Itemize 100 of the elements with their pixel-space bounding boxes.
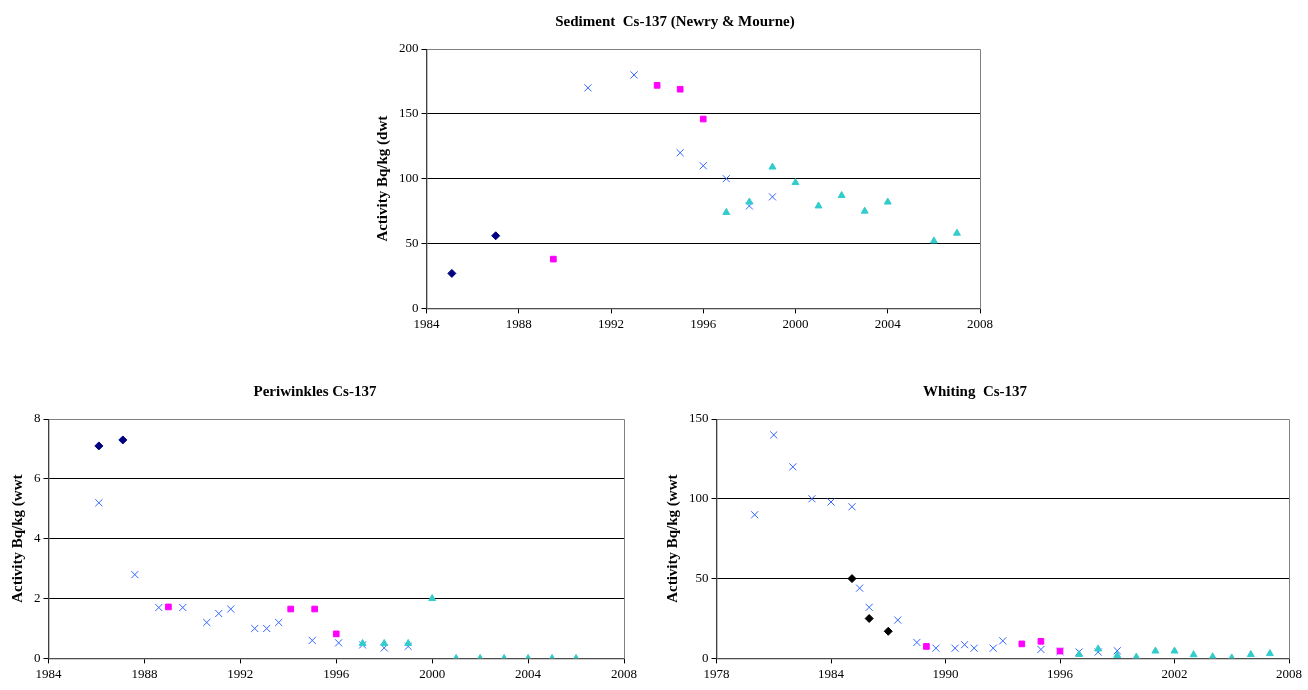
point: [750, 510, 759, 519]
point: [855, 584, 864, 593]
x-tick-label: 2002: [1161, 665, 1188, 681]
y-tick-label: 8: [34, 410, 41, 426]
point: [1094, 644, 1103, 652]
y-tick-label: 50: [695, 570, 709, 586]
y-axis-title: Activity Bq/kg (dwt: [373, 115, 391, 242]
point: [1113, 646, 1122, 655]
y-tick-label: 6: [34, 470, 41, 486]
point: [807, 494, 816, 503]
y-tick-label: 0: [702, 649, 709, 665]
point: [1151, 646, 1160, 654]
point: [837, 191, 846, 199]
point: [653, 81, 661, 89]
x-tick-label: 1984: [413, 315, 440, 331]
y-tick-label: 100: [399, 170, 419, 186]
point: [550, 255, 557, 263]
x-tick-label: 1978: [703, 665, 730, 681]
point: [404, 638, 413, 646]
point: [768, 162, 777, 170]
point: [380, 643, 389, 652]
x-tick-label: 1988: [505, 315, 532, 331]
point: [94, 498, 103, 507]
point: [1170, 646, 1179, 654]
point: [630, 70, 639, 79]
point: [931, 644, 940, 653]
point: [929, 236, 938, 244]
point: [722, 207, 731, 215]
point: [989, 644, 998, 653]
point: [791, 178, 800, 186]
point: [447, 268, 457, 278]
point: [952, 228, 961, 236]
point: [722, 174, 731, 183]
point: [847, 502, 857, 511]
point: [998, 636, 1007, 645]
point: [970, 644, 979, 653]
y-axis-title: Activity Bq/kg (wwt: [8, 474, 26, 603]
point: [226, 604, 235, 614]
x-tick-label: 1996: [690, 315, 717, 331]
point: [788, 462, 797, 471]
x-tick-label: 1984: [818, 665, 845, 681]
y-tick-label: 2: [34, 589, 41, 605]
point: [893, 616, 902, 625]
y-tick-label: 200: [399, 40, 419, 56]
chart-title: Whiting Cs-137: [922, 382, 1028, 399]
x-tick-label: 1988: [131, 665, 158, 681]
x-tick-label: 2008: [1276, 665, 1302, 681]
point: [404, 642, 413, 651]
point: [1189, 650, 1198, 658]
x-tick-label: 2008: [611, 665, 637, 681]
x-tick-label: 2000: [419, 665, 446, 681]
point: [1037, 637, 1045, 645]
x-tick-label: 1996: [1047, 665, 1074, 681]
point: [769, 430, 778, 439]
point: [308, 636, 317, 645]
point: [883, 197, 892, 205]
point: [699, 161, 708, 170]
point: [960, 640, 969, 649]
x-tick-label: 1984: [35, 665, 62, 681]
point: [1036, 645, 1045, 654]
point: [883, 626, 893, 636]
point: [1246, 650, 1255, 658]
point: [178, 603, 187, 612]
point: [214, 609, 223, 618]
point: [380, 638, 389, 646]
chart-title: Periwinkles Cs-137: [253, 382, 377, 399]
x-tick-label: 2000: [782, 315, 809, 331]
point: [860, 206, 869, 214]
point: [165, 603, 172, 611]
point: [491, 231, 501, 241]
point: [847, 574, 857, 584]
y-tick-label: 150: [399, 105, 419, 121]
y-tick-label: 4: [34, 530, 41, 546]
x-tick-label: 2004: [874, 315, 902, 331]
point: [262, 624, 271, 633]
point: [428, 594, 437, 602]
y-tick-label: 150: [689, 410, 709, 426]
point: [826, 497, 836, 507]
point: [676, 85, 684, 93]
point: [250, 624, 259, 633]
point: [287, 605, 295, 613]
point: [814, 201, 823, 209]
point: [334, 638, 343, 647]
point: [154, 603, 163, 612]
point: [583, 83, 592, 92]
x-tick-label: 2008: [967, 315, 993, 331]
y-axis-title: Activity Bq/kg (wwt: [663, 474, 681, 603]
point: [923, 643, 930, 650]
point: [745, 197, 754, 205]
point: [912, 638, 921, 647]
point: [311, 605, 318, 613]
y-tick-label: 0: [34, 649, 41, 665]
point: [1265, 649, 1274, 657]
point: [1018, 640, 1026, 648]
point: [699, 115, 707, 123]
x-tick-label: 1992: [227, 665, 254, 681]
point: [130, 570, 139, 579]
point: [94, 441, 104, 451]
chart-title: Sediment Cs-137 (Newry & Mourne): [555, 12, 795, 30]
point: [274, 618, 283, 627]
